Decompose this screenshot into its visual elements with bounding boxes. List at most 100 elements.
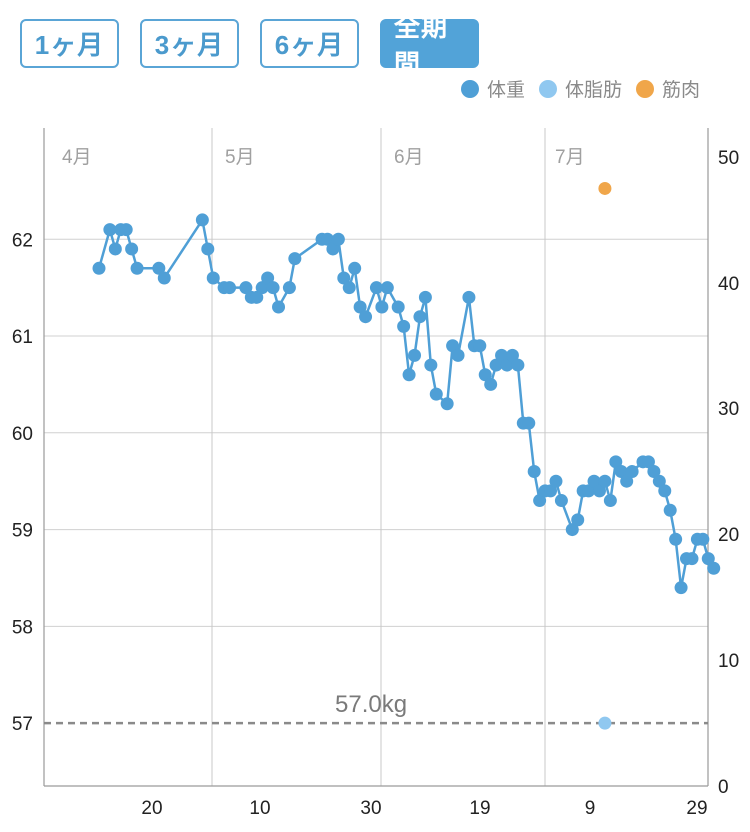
weight-point	[658, 484, 672, 498]
weight-point	[288, 252, 302, 266]
x-tick-label: 9	[585, 798, 596, 819]
weight-point	[103, 223, 117, 237]
weight-point	[108, 242, 122, 256]
month-label: 4月	[62, 147, 92, 168]
weight-point	[614, 465, 628, 479]
y-left-tick-label: 57	[12, 714, 33, 735]
weight-point	[92, 261, 106, 275]
weight-point	[272, 300, 286, 314]
weight-point	[239, 281, 253, 295]
x-tick-label: 20	[141, 798, 162, 819]
weight-point	[511, 358, 525, 372]
weight-point	[489, 358, 503, 372]
weight-point	[544, 484, 558, 498]
weight-point	[337, 271, 351, 285]
weight-point	[473, 339, 487, 353]
weight-point	[554, 494, 568, 508]
y-left-tick-label: 61	[12, 327, 33, 348]
weight-point	[587, 474, 601, 488]
weight-point	[620, 474, 634, 488]
weight-point	[201, 242, 215, 256]
weight-point	[647, 465, 661, 479]
weight-point	[353, 300, 367, 314]
weight-point	[663, 503, 677, 517]
tab-6-months[interactable]: 6ヶ月	[260, 19, 359, 68]
weight-point	[130, 261, 144, 275]
y-right-tick-label: 10	[718, 651, 739, 672]
weight-point	[527, 465, 541, 479]
y-right-tick-label: 20	[718, 525, 739, 546]
weight-point	[451, 348, 465, 362]
x-tick-label: 29	[686, 798, 707, 819]
weight-point	[413, 310, 427, 324]
weight-point	[342, 281, 356, 295]
weight-point	[625, 465, 639, 479]
weight-point	[598, 474, 612, 488]
weight-point	[446, 339, 460, 353]
weight-point	[582, 484, 596, 498]
weight-point	[359, 310, 373, 324]
legend-weight: 体重	[460, 75, 525, 102]
weight-point	[408, 348, 422, 362]
legend-body-fat-label: 体脂肪	[564, 80, 622, 101]
weight-point	[391, 300, 405, 314]
weight-point	[603, 494, 617, 508]
weight-point	[282, 281, 296, 295]
weight-point	[462, 290, 476, 304]
weight-point	[533, 494, 547, 508]
weight-point	[652, 474, 666, 488]
weight-point	[402, 368, 416, 382]
weight-point	[348, 261, 362, 275]
y-left-tick-label: 59	[12, 521, 33, 542]
weight-point	[565, 523, 579, 537]
weight-point	[500, 358, 514, 372]
weight-point	[669, 532, 683, 546]
weight-point	[484, 377, 498, 391]
weight-point	[674, 581, 688, 595]
weight-point	[592, 484, 606, 498]
y-right-tick-label: 40	[718, 274, 739, 295]
weight-point	[549, 474, 563, 488]
goal-label: 57.0kg	[335, 691, 407, 718]
goal-line-group: 57.0kg	[44, 691, 708, 725]
weight-point	[261, 271, 275, 285]
weight-line	[97, 218, 715, 589]
weight-point	[609, 455, 623, 469]
weight-point	[119, 223, 133, 237]
weight-point	[157, 271, 171, 285]
weight-point	[701, 552, 715, 566]
x-tick-label: 19	[469, 798, 490, 819]
weight-point	[424, 358, 438, 372]
x-tick-label: 30	[360, 798, 381, 819]
weight-point	[440, 397, 454, 411]
legend-weight-dot	[460, 79, 479, 98]
chart-axes	[43, 128, 709, 787]
legend-weight-label: 体重	[486, 80, 525, 101]
weight-point	[380, 281, 394, 295]
weight-point	[522, 416, 536, 430]
chart-grid	[44, 128, 708, 786]
period-tabs: 1ヶ月 3ヶ月 6ヶ月 全期間	[20, 12, 500, 79]
chart-series	[92, 181, 721, 730]
muscle-point	[598, 181, 612, 195]
month-label: 7月	[555, 147, 585, 168]
y-right-tick-label: 30	[718, 399, 739, 420]
weight-point	[250, 290, 264, 304]
weight-point	[375, 300, 389, 314]
weight-point	[331, 232, 345, 246]
weight-point	[418, 290, 432, 304]
tab-3-months[interactable]: 3ヶ月	[140, 19, 239, 68]
body-fat-point	[598, 716, 612, 730]
chart-legend: 体重 体脂肪 筋肉	[447, 75, 700, 102]
weight-point	[478, 368, 492, 382]
weight-point	[255, 281, 269, 295]
weight-point	[685, 552, 699, 566]
tab-1-month[interactable]: 1ヶ月	[20, 19, 119, 68]
weight-point	[369, 281, 383, 295]
month-label: 5月	[225, 147, 255, 168]
y-right-tick-label: 0	[718, 777, 729, 798]
weight-point	[206, 271, 220, 285]
weight-point	[326, 242, 340, 256]
y-left-tick-label: 60	[12, 424, 33, 445]
